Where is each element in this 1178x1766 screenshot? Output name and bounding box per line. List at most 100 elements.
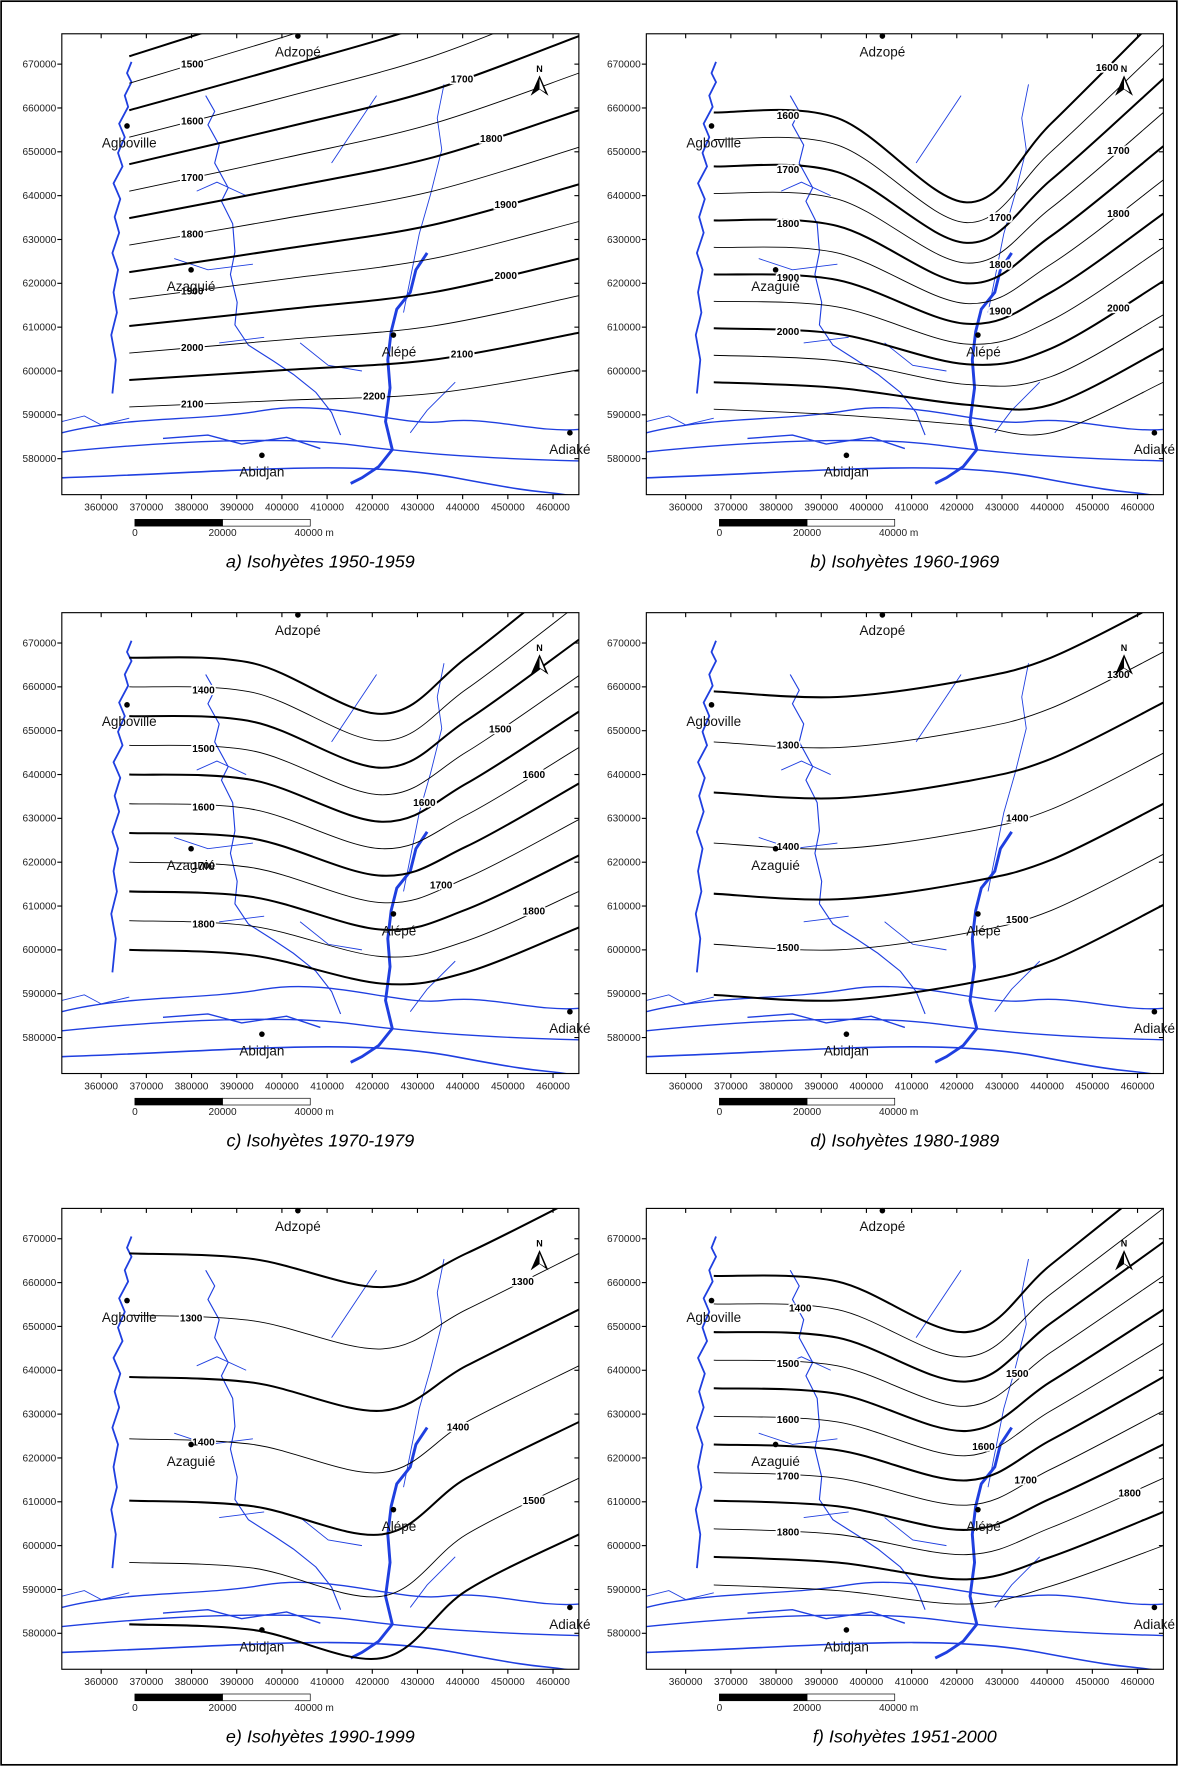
isohyet-label: 1300 [1107,670,1130,681]
isohyet [129,1308,579,1412]
place-dot [259,1031,265,1037]
x-tick-label: 400000 [850,1081,884,1092]
scale-label: 20000 [208,528,236,539]
scale-bar-white [222,519,311,527]
x-tick-label: 370000 [714,1081,748,1092]
place-name: Adzopé [275,1219,321,1234]
x-tick-label: 390000 [220,1081,254,1092]
place-dot [843,1627,850,1633]
isohyet [129,35,579,166]
x-tick-label: 420000 [355,1081,389,1092]
map-panel: 1400 1500 1500 1600 1600 1600 1700 1700 1800 1800… [22,612,590,1151]
isohyet-label: 1700 [451,75,474,86]
place-name: Abidjan [239,1639,284,1654]
hydrography [646,1235,1164,1670]
x-tick-label: 410000 [895,1081,929,1092]
place-dot [390,1506,397,1513]
place-name: Adzopé [275,44,321,59]
x-tick-label: 400000 [850,502,884,513]
x-tick-label: 450000 [1075,502,1109,513]
y-tick-label: 640000 [607,1366,641,1377]
isohyet [129,331,579,381]
isohyet-label: 1500 [1006,1369,1029,1380]
place-dot [567,430,573,436]
isohyet-label: 1400 [447,1422,470,1433]
y-tick-label: 590000 [22,989,56,1000]
isohyet [713,280,1164,366]
isohyet-label: 2100 [181,400,204,411]
y-tick-label: 580000 [607,1629,641,1640]
x-tick-label: 440000 [446,1081,480,1092]
isohyet-label: 1800 [1107,209,1130,220]
place-name: Azaguié [167,279,216,294]
place-name: Adiaké [549,442,590,457]
isohyet [713,212,1164,325]
isohyet-label: 1800 [181,230,204,241]
place-dot [259,1627,265,1633]
panel-caption: a) Isohyètes 1950-1959 [226,552,415,572]
map-content: 1500 1600 1700 1700 1800 1800 1900 1900 2000 2000… [61,33,579,495]
scale-bar-black [134,519,223,527]
isohyet [713,853,1164,951]
isohyet [713,347,1164,411]
y-tick-label: 580000 [607,454,641,465]
hydrography [61,639,579,1074]
place-dot [975,332,981,338]
hydrography [61,1235,579,1670]
map-content: 1300 1300 1400 1400 1500 [61,1208,579,1670]
map-panel: 1600 1600 1700 1700 1700 1800 1800 1800 1900 1900… [607,33,1175,572]
isohyet [128,33,403,112]
map-frame [61,33,580,496]
isohyet-label: 1900 [777,273,800,284]
isohyet [713,33,1143,204]
isohyet-label: 1600 [413,798,436,809]
isohyet-label: 1600 [777,1415,800,1426]
y-tick-label: 640000 [607,770,641,781]
place-dot [124,702,130,708]
x-tick-label: 440000 [1030,1081,1064,1092]
y-tick-label: 590000 [607,989,641,1000]
place-dot [879,612,886,618]
isohyet-label: 1600 [1096,63,1119,74]
isohyet [129,612,526,715]
scale-label: 20000 [793,1107,821,1118]
isohyet-label: 1300 [777,741,800,752]
isohyet [713,1376,1164,1482]
scale-label: 40000 m [295,1107,334,1118]
x-tick-label: 410000 [310,502,344,513]
y-tick-label: 610000 [22,901,56,912]
isohyet [129,295,579,354]
x-tick-label: 370000 [714,502,748,513]
isohyet [129,369,579,408]
y-tick-label: 670000 [607,1234,641,1245]
y-tick-label: 660000 [22,103,56,114]
isohyet [713,1208,1123,1334]
place-name: Alépé [382,344,416,359]
y-tick-label: 640000 [22,191,56,202]
north-label: N [1121,64,1128,74]
isohyet-label: 2000 [1107,303,1130,314]
place-dot [124,123,130,129]
north-label: N [536,1239,543,1249]
x-tick-label: 430000 [401,1081,435,1092]
x-tick-label: 380000 [175,1081,209,1092]
scale-label: 20000 [793,528,821,539]
isohyet [129,1252,579,1350]
place-dot [188,845,194,852]
y-tick-label: 630000 [22,1409,56,1420]
place-name: Azaguié [167,1454,216,1469]
x-tick-label: 450000 [491,502,525,513]
y-tick-label: 660000 [607,103,641,114]
scale-bar-white [806,1097,896,1106]
map-frame [61,1207,580,1670]
y-tick-label: 610000 [607,1497,641,1508]
isohyet [129,854,579,931]
x-tick-label: 360000 [84,1677,118,1688]
scale-bar-black [134,1693,223,1702]
x-tick-label: 410000 [310,1081,344,1092]
y-tick-label: 630000 [607,1409,641,1420]
map-content: 1600 1600 1700 1700 1700 1800 1800 1800 1900 1900… [646,33,1164,495]
x-tick-label: 390000 [804,1081,838,1092]
scale-label: 40000 m [879,1107,918,1118]
